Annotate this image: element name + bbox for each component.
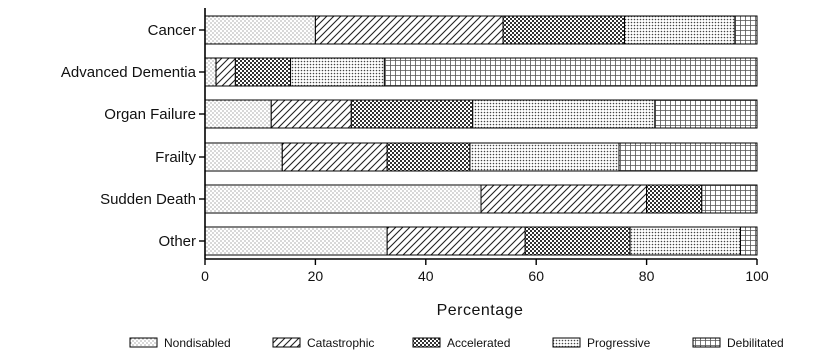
category-label: Frailty bbox=[155, 149, 196, 166]
bar-segment bbox=[204, 184, 482, 214]
bars-layer bbox=[204, 15, 758, 256]
legend-swatch bbox=[692, 337, 721, 348]
bar-segment bbox=[739, 226, 758, 256]
x-tick-label: 100 bbox=[745, 268, 769, 284]
x-tick-label: 0 bbox=[201, 268, 209, 284]
x-axis-title: Percentage bbox=[437, 302, 524, 319]
bar-segment bbox=[204, 15, 316, 45]
bar-segment bbox=[204, 142, 283, 172]
bar-segment bbox=[290, 57, 385, 87]
category-label: Advanced Dementia bbox=[61, 64, 197, 81]
legend-label: Progressive bbox=[587, 336, 651, 350]
bar-segment bbox=[215, 57, 236, 87]
bar-segment bbox=[629, 226, 741, 256]
legend-swatch bbox=[129, 337, 158, 348]
legend-label: Accelerated bbox=[447, 336, 510, 350]
x-tick-label: 80 bbox=[639, 268, 655, 284]
x-tick-label: 20 bbox=[308, 268, 324, 284]
category-label: Cancer bbox=[148, 22, 196, 39]
bar-segment bbox=[204, 57, 217, 87]
bar-segment bbox=[734, 15, 758, 45]
legend-label: Catastrophic bbox=[307, 336, 374, 350]
category-labels: Cancer Advanced Dementia Organ Failure Frai… bbox=[61, 22, 197, 250]
legend-label: Nondisabled bbox=[164, 336, 231, 350]
category-label: Organ Failure bbox=[104, 106, 196, 123]
bar-segment bbox=[472, 99, 656, 129]
legend-swatch bbox=[552, 337, 581, 348]
bar-segment bbox=[618, 142, 758, 172]
bar-segment bbox=[654, 99, 758, 129]
axes-layer bbox=[199, 8, 757, 260]
bar-segment bbox=[524, 226, 631, 256]
legend-swatch bbox=[412, 337, 441, 348]
bar-segment bbox=[386, 142, 471, 172]
x-tick-label: 40 bbox=[418, 268, 434, 284]
legend: Nondisabled Catastrophic Accelerated Progre… bbox=[129, 336, 784, 350]
bar-segment bbox=[624, 15, 736, 45]
bar-segment bbox=[701, 184, 758, 214]
bar-segment bbox=[502, 15, 626, 45]
bar-segment bbox=[314, 15, 504, 45]
bar-segment bbox=[480, 184, 648, 214]
bar-segment bbox=[281, 142, 388, 172]
legend-swatch bbox=[272, 337, 301, 348]
x-tick-label: 60 bbox=[528, 268, 544, 284]
bar-segment bbox=[646, 184, 703, 214]
bar-segment bbox=[234, 57, 292, 87]
bar-segment bbox=[383, 57, 758, 87]
bar-segment bbox=[270, 99, 352, 129]
x-ticks: 0 20 40 60 80 100 bbox=[201, 259, 769, 284]
bar-segment bbox=[350, 99, 474, 129]
bar-segment bbox=[386, 226, 526, 256]
bar-segment bbox=[204, 99, 272, 129]
bar-segment bbox=[469, 142, 620, 172]
legend-label: Debilitated bbox=[727, 336, 784, 350]
category-label: Sudden Death bbox=[100, 191, 196, 208]
bar-segment bbox=[204, 226, 388, 256]
category-label: Other bbox=[158, 233, 196, 250]
